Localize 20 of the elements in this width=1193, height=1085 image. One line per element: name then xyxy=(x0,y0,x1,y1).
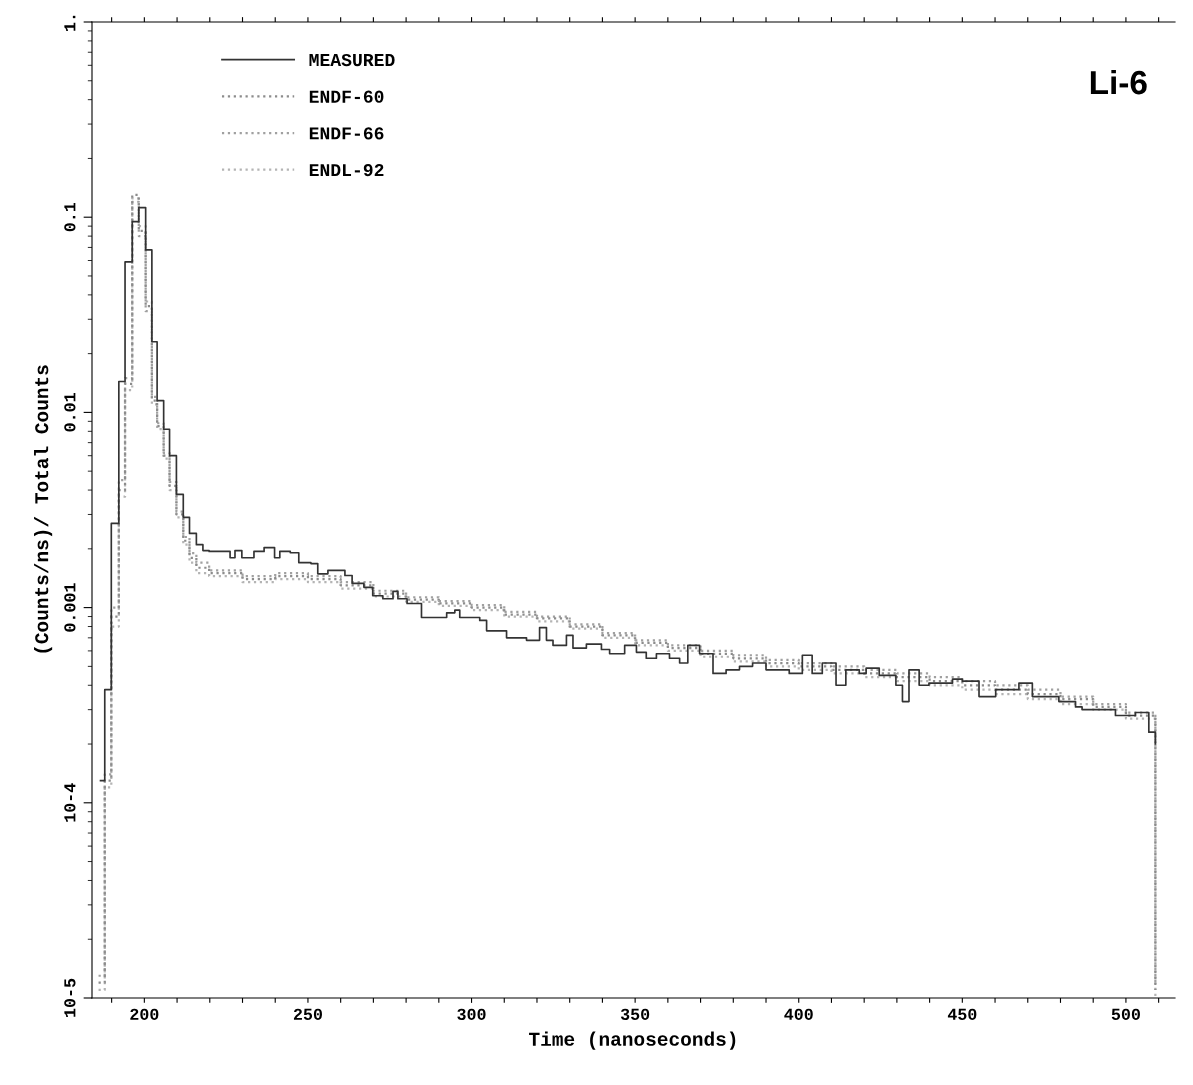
x-tick-label: 250 xyxy=(293,1008,322,1020)
x-axis-title: Time (nanoseconds) xyxy=(529,1031,736,1050)
x-tick-label: 450 xyxy=(947,1008,977,1020)
legend-label: ENDF-60 xyxy=(309,90,384,103)
y-tick-label: 0.001 xyxy=(64,583,76,632)
legend-label: MEASURED xyxy=(309,53,395,67)
x-tick-label: 350 xyxy=(620,1008,650,1020)
annotation: Li-6 xyxy=(1090,69,1147,95)
x-tick-label: 300 xyxy=(457,1008,486,1020)
x-tick-label: 400 xyxy=(784,1008,813,1020)
y-tick-label: 1. xyxy=(64,15,76,31)
y-tick-label: 10-5 xyxy=(64,978,76,1017)
y-tick-label: 0.01 xyxy=(64,393,76,432)
y-tick-label: 10-4 xyxy=(64,783,76,822)
legend-label: ENDF-66 xyxy=(309,127,384,140)
x-tick-label: 200 xyxy=(130,1008,159,1020)
x-tick-label: 500 xyxy=(1111,1008,1140,1020)
y-axis-title: (Counts/ns)/ Total Counts xyxy=(34,365,53,653)
legend-label: ENDL-92 xyxy=(309,163,384,177)
y-tick-label: 0.1 xyxy=(64,202,76,232)
